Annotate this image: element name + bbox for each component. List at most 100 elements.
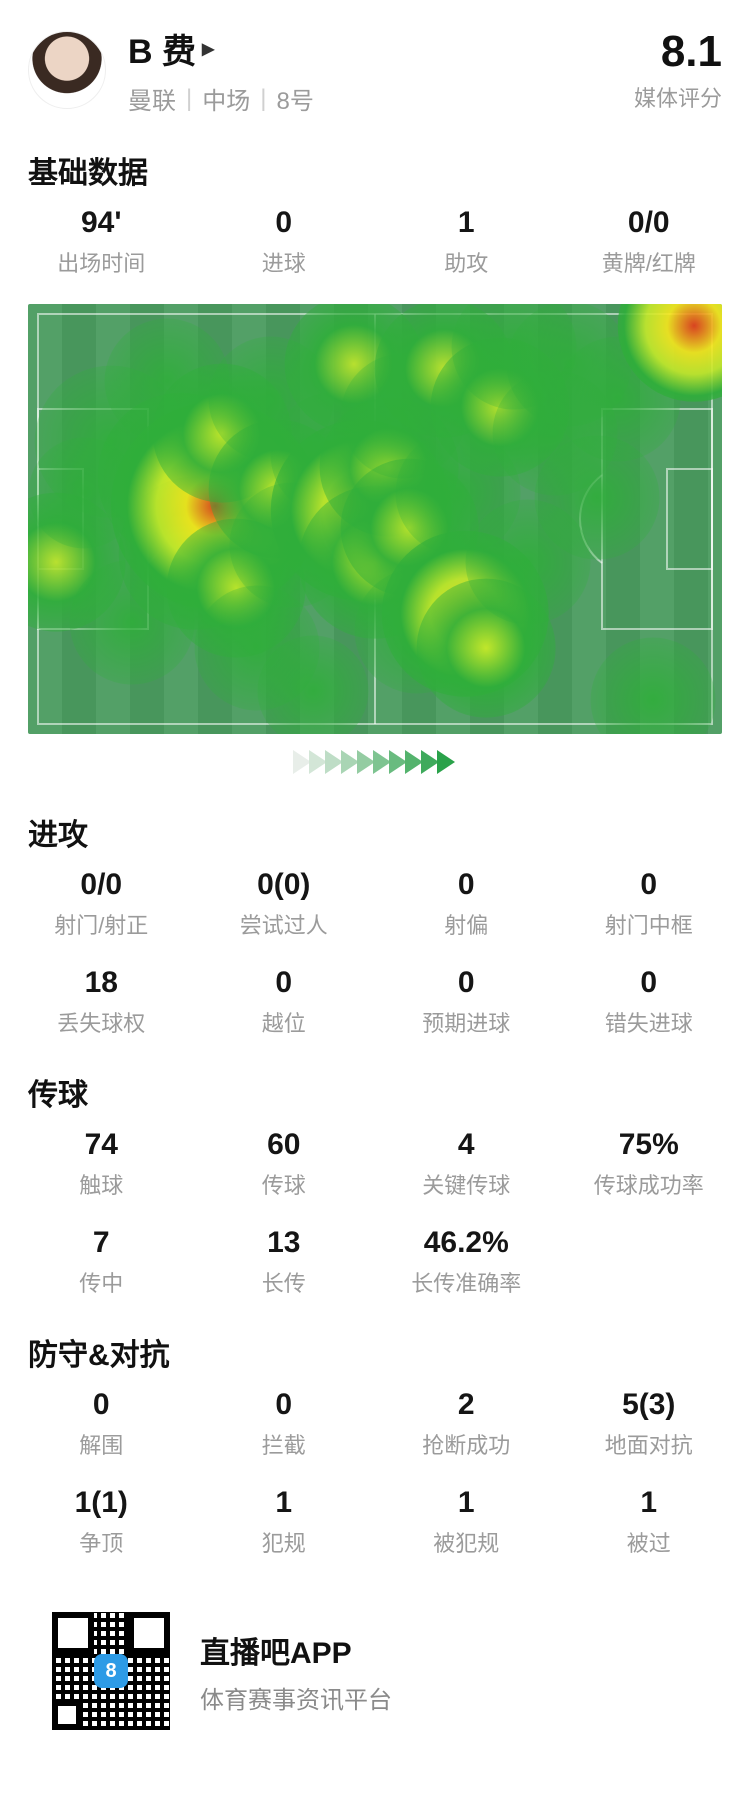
stat-value: 0 bbox=[558, 966, 741, 1000]
stat-cell: 60 传球 bbox=[193, 1128, 376, 1200]
stat-label: 黄牌/红牌 bbox=[558, 246, 741, 278]
section-title-basic: 基础数据 bbox=[0, 134, 750, 202]
divider: | bbox=[186, 85, 192, 113]
direction-arrows bbox=[28, 734, 722, 796]
stat-label: 尝试过人 bbox=[193, 908, 376, 940]
pitch-heatmap[interactable] bbox=[28, 304, 722, 734]
player-header: B 费 ▶ 曼联 | 中场 | 8号 8.1 媒体评分 bbox=[0, 0, 750, 134]
stat-cell: 94' 出场时间 bbox=[10, 206, 193, 278]
stat-cell: 75% 传球成功率 bbox=[558, 1128, 741, 1200]
stat-value: 1(1) bbox=[10, 1486, 193, 1520]
stat-value: 1 bbox=[558, 1486, 741, 1520]
stat-value: 0 bbox=[193, 206, 376, 240]
stat-cell: 0 错失进球 bbox=[558, 966, 741, 1038]
stat-label: 传球成功率 bbox=[558, 1168, 741, 1200]
section-title-attack: 进攻 bbox=[0, 796, 750, 864]
rating-label: 媒体评分 bbox=[634, 81, 722, 113]
stat-label: 越位 bbox=[193, 1006, 376, 1038]
stat-label: 解围 bbox=[10, 1428, 193, 1460]
stat-value: 0 bbox=[10, 1388, 193, 1422]
stat-label: 射门/射正 bbox=[10, 908, 193, 940]
stat-label: 预期进球 bbox=[375, 1006, 558, 1038]
stat-label: 射门中框 bbox=[558, 908, 741, 940]
play-icon: ▶ bbox=[202, 39, 214, 59]
pitch-lines bbox=[28, 304, 722, 734]
stat-cell: 0/0 黄牌/红牌 bbox=[558, 206, 741, 278]
stat-value: 0 bbox=[375, 868, 558, 902]
stat-label: 长传准确率 bbox=[375, 1266, 558, 1298]
stat-cell: 2抢断成功 bbox=[375, 1388, 558, 1460]
stat-grid-attack: 0/0射门/射正0(0)尝试过人0射偏0射门中框18丢失球权0越位0预期进球0错… bbox=[0, 864, 750, 1056]
stat-label: 触球 bbox=[10, 1168, 193, 1200]
stat-value: 0 bbox=[558, 868, 741, 902]
stat-label: 被犯规 bbox=[375, 1526, 558, 1558]
stat-value: 2 bbox=[375, 1388, 558, 1422]
stat-cell: 13 长传 bbox=[193, 1226, 376, 1298]
stat-value: 94' bbox=[10, 206, 193, 240]
player-name: B 费 bbox=[128, 24, 196, 73]
stat-value: 0 bbox=[193, 966, 376, 1000]
stat-cell: 0 射门中框 bbox=[558, 868, 741, 940]
player-avatar[interactable] bbox=[28, 31, 106, 109]
stat-value: 13 bbox=[193, 1226, 376, 1260]
stat-cell: 0/0 射门/射正 bbox=[10, 868, 193, 940]
stat-label: 射偏 bbox=[375, 908, 558, 940]
stat-value: 5(3) bbox=[558, 1388, 741, 1422]
stat-cell: 0 进球 bbox=[193, 206, 376, 278]
stat-cell: 1(1) 争顶 bbox=[10, 1486, 193, 1558]
stat-label: 出场时间 bbox=[10, 246, 193, 278]
stat-value: 0 bbox=[375, 966, 558, 1000]
stat-cell: 0拦截 bbox=[193, 1388, 376, 1460]
stat-value: 0/0 bbox=[10, 868, 193, 902]
stat-value: 1 bbox=[375, 206, 558, 240]
stat-grid-passing: 74触球60 传球4关键传球75% 传球成功率 7 传中13 长传 46.2% 长传准确率 bbox=[0, 1124, 750, 1316]
stat-cell: 1 被过 bbox=[558, 1486, 741, 1558]
stat-cell: 46.2% 长传准确率 bbox=[375, 1226, 558, 1298]
stat-label: 助攻 bbox=[375, 246, 558, 278]
player-position: 中场 bbox=[202, 81, 250, 116]
stat-label: 错失进球 bbox=[558, 1006, 741, 1038]
stat-value: 0/0 bbox=[558, 206, 741, 240]
stat-cell: 18 丢失球权 bbox=[10, 966, 193, 1038]
stat-cell: 1 犯规 bbox=[193, 1486, 376, 1558]
stat-cell: 4关键传球 bbox=[375, 1128, 558, 1200]
stat-label: 长传 bbox=[193, 1266, 376, 1298]
stat-label: 争顶 bbox=[10, 1526, 193, 1558]
stat-value: 18 bbox=[10, 966, 193, 1000]
stat-label: 进球 bbox=[193, 246, 376, 278]
player-name-row[interactable]: B 费 ▶ bbox=[128, 24, 634, 73]
stat-label: 被过 bbox=[558, 1526, 741, 1558]
stat-label: 拦截 bbox=[193, 1428, 376, 1460]
stat-cell: 0 射偏 bbox=[375, 868, 558, 940]
rating-value: 8.1 bbox=[634, 27, 722, 77]
qr-code[interactable]: 8 bbox=[46, 1606, 176, 1736]
stat-label: 传中 bbox=[10, 1266, 193, 1298]
section-title-passing: 传球 bbox=[0, 1056, 750, 1124]
chevron-right-icon bbox=[437, 750, 455, 774]
section-title-defense: 防守&对抗 bbox=[0, 1316, 750, 1384]
stat-cell: 5(3) 地面对抗 bbox=[558, 1388, 741, 1460]
stat-cell: 1 助攻 bbox=[375, 206, 558, 278]
stat-value: 7 bbox=[10, 1226, 193, 1260]
player-number: 8号 bbox=[276, 81, 313, 116]
qr-badge: 8 bbox=[94, 1654, 128, 1688]
stat-label: 传球 bbox=[193, 1168, 376, 1200]
rating-box: 8.1 媒体评分 bbox=[634, 27, 722, 113]
stat-cell: 1被犯规 bbox=[375, 1486, 558, 1558]
stat-label: 地面对抗 bbox=[558, 1428, 741, 1460]
stat-grid-basic: 94' 出场时间0 进球 1 助攻0/0 黄牌/红牌 bbox=[0, 202, 750, 296]
app-subtitle: 体育赛事资讯平台 bbox=[200, 1680, 392, 1715]
stat-value: 75% bbox=[558, 1128, 741, 1162]
stat-cell: 0(0)尝试过人 bbox=[193, 868, 376, 940]
stat-cell: 74触球 bbox=[10, 1128, 193, 1200]
stat-value: 60 bbox=[193, 1128, 376, 1162]
divider: | bbox=[260, 85, 266, 113]
heatmap-container bbox=[0, 296, 750, 796]
stat-cell: 7 传中 bbox=[10, 1226, 193, 1298]
stat-label: 丢失球权 bbox=[10, 1006, 193, 1038]
stat-value: 4 bbox=[375, 1128, 558, 1162]
stat-value: 46.2% bbox=[375, 1226, 558, 1260]
stat-value: 1 bbox=[193, 1486, 376, 1520]
stat-grid-defense: 0解围0拦截2抢断成功5(3)地面对抗1(1)争顶1犯规1被犯规1被过 bbox=[0, 1384, 750, 1576]
stat-label: 犯规 bbox=[193, 1526, 376, 1558]
